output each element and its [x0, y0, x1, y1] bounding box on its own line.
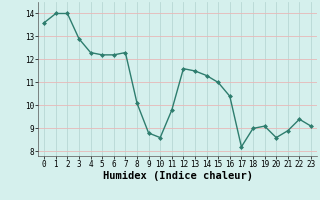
X-axis label: Humidex (Indice chaleur): Humidex (Indice chaleur): [103, 171, 252, 181]
